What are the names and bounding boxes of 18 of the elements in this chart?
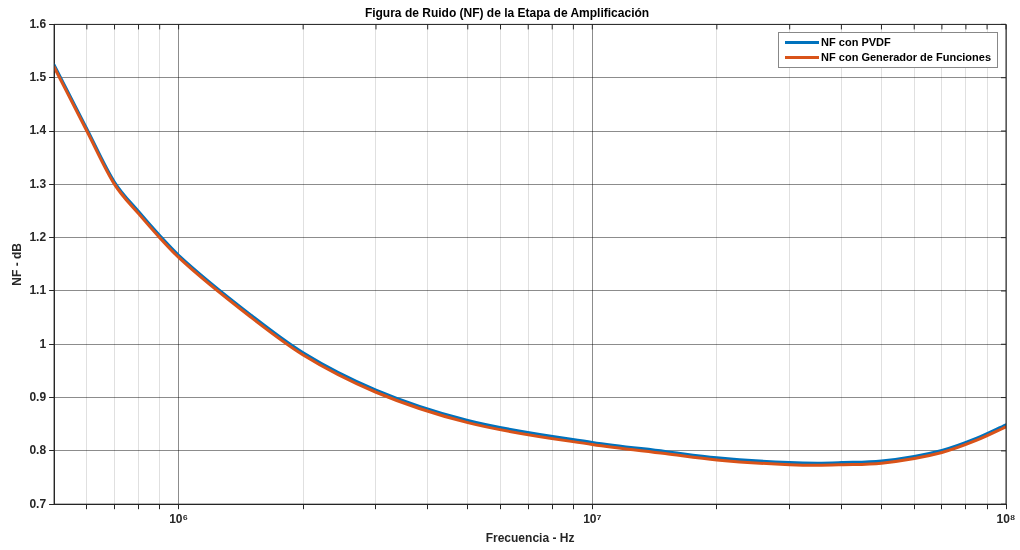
x-tick-label: 10⁸: [996, 511, 1016, 526]
y-tick-label: 1.2: [29, 229, 47, 244]
y-tick-label: 0.9: [29, 389, 47, 404]
y-axis-title: NF - dB: [9, 242, 24, 286]
legend-label: NF con Generador de Funciones: [821, 50, 991, 66]
y-tick-label: 0.8: [29, 443, 47, 458]
y-tick-label: 0.7: [29, 496, 47, 511]
y-tick-label: 1: [39, 336, 47, 351]
chart-title: Figura de Ruido (NF) de la Etapa de Amplificación: [364, 5, 650, 20]
y-tick-label: 1.4: [29, 123, 47, 138]
x-tick-label: 10⁷: [583, 511, 602, 526]
x-axis-title: Frecuencia - Hz: [485, 531, 575, 546]
legend-label: NF con PVDF: [821, 35, 891, 51]
y-tick-label: 1.6: [29, 16, 47, 31]
y-tick-label: 1.5: [29, 70, 47, 85]
y-tick-label: 1.3: [29, 176, 47, 191]
x-tick-label: 10⁶: [169, 511, 189, 526]
y-tick-label: 1.1: [29, 283, 47, 298]
